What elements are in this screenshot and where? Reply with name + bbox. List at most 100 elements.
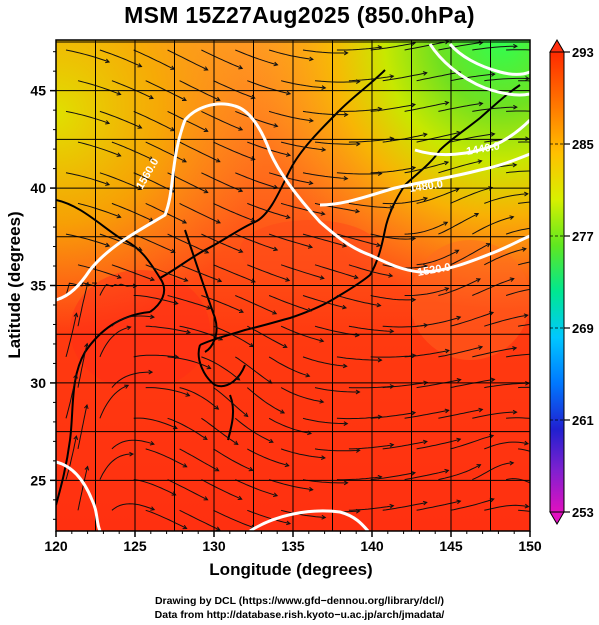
streamline xyxy=(484,77,530,82)
streamline-arrow xyxy=(485,243,491,248)
streamline xyxy=(348,325,394,332)
streamline xyxy=(235,110,278,127)
streamline xyxy=(179,509,221,531)
streamline xyxy=(111,503,155,511)
streamline-arrow xyxy=(214,467,220,472)
y-tick-label: 45 xyxy=(30,83,46,99)
streamline-arrow xyxy=(203,127,209,132)
streamline xyxy=(314,264,358,279)
streamline-arrow xyxy=(490,377,496,383)
streamline-arrow xyxy=(389,328,395,334)
streamline xyxy=(268,172,313,184)
streamline xyxy=(247,264,290,281)
streamline-arrow xyxy=(116,213,122,219)
streamline-arrow xyxy=(321,455,326,460)
streamline xyxy=(416,438,461,450)
contour-line xyxy=(249,509,370,531)
streamline xyxy=(438,408,483,419)
streamline xyxy=(65,49,110,63)
streamline xyxy=(506,49,530,51)
streamline xyxy=(213,509,255,529)
streamline xyxy=(438,346,483,358)
streamline-arrow xyxy=(444,160,450,166)
streamline xyxy=(247,202,290,219)
streamline-arrow xyxy=(250,156,256,161)
streamline xyxy=(235,49,278,66)
streamline-arrow xyxy=(523,191,529,197)
streamline xyxy=(213,264,256,283)
streamline-arrow xyxy=(525,136,530,142)
streamline-arrow xyxy=(273,123,279,128)
streamline-arrow xyxy=(509,460,515,466)
streamline xyxy=(416,188,460,204)
streamline-arrow xyxy=(321,85,327,90)
streamline xyxy=(370,42,416,51)
streamline xyxy=(450,73,495,82)
colorbar-tick-label: 293 xyxy=(572,45,594,60)
streamline xyxy=(336,108,382,112)
streamline xyxy=(213,387,249,417)
streamline xyxy=(179,202,221,224)
contour-line xyxy=(56,102,530,302)
streamline xyxy=(382,197,428,205)
streamline-arrow xyxy=(411,410,417,416)
streamline xyxy=(336,233,381,247)
streamline xyxy=(77,343,88,388)
streamline xyxy=(314,141,360,145)
streamline-arrow xyxy=(524,503,530,509)
streamline-arrow xyxy=(509,215,515,220)
streamline-arrow xyxy=(285,152,292,157)
streamline-arrow xyxy=(512,162,518,168)
streamline xyxy=(382,133,427,143)
streamline xyxy=(65,313,77,358)
streamline-arrow xyxy=(478,101,484,107)
streamline-arrow xyxy=(512,346,518,351)
colorbar-tick-label: 285 xyxy=(572,137,594,152)
streamline xyxy=(280,509,326,518)
contour-line xyxy=(414,118,530,157)
streamline-arrow xyxy=(319,338,325,343)
streamline xyxy=(65,436,77,480)
colorbar-tick-label: 261 xyxy=(572,413,594,428)
streamline xyxy=(348,264,393,277)
colorbar: 293 285 277 269 261 253 xyxy=(549,39,594,525)
streamline-arrow xyxy=(148,369,154,375)
streamline xyxy=(302,172,348,180)
streamline-arrow xyxy=(476,464,482,469)
streamline xyxy=(179,325,223,341)
streamline-arrow xyxy=(182,219,188,224)
contour-line xyxy=(448,43,530,76)
streamline-arrow xyxy=(355,448,361,453)
streamline xyxy=(506,110,530,112)
streamline xyxy=(370,472,416,481)
streamline-arrow xyxy=(521,247,527,252)
streamline xyxy=(145,509,187,529)
streamline xyxy=(506,353,530,358)
streamline xyxy=(450,187,493,204)
streamline xyxy=(370,167,416,174)
streamline xyxy=(201,479,242,500)
streamline-arrow xyxy=(444,468,450,474)
lat-lon-grid xyxy=(56,40,530,531)
streamline-arrow xyxy=(203,496,209,501)
streamline xyxy=(280,80,326,89)
streamline xyxy=(302,295,347,309)
streamline xyxy=(472,411,517,419)
streamline-arrow xyxy=(150,506,156,511)
streamline xyxy=(336,416,382,420)
streamline xyxy=(111,371,153,388)
contour-line xyxy=(319,152,530,207)
streamline-arrow xyxy=(129,451,135,457)
streamline xyxy=(348,202,394,209)
streamline xyxy=(111,315,154,327)
streamline xyxy=(336,172,382,175)
streamline-arrow xyxy=(389,74,395,79)
streamline-arrow xyxy=(238,248,244,253)
streamline xyxy=(336,476,382,481)
streamline-arrow xyxy=(73,373,78,379)
streamline xyxy=(77,466,89,511)
streamline xyxy=(99,384,129,419)
streamline-arrow xyxy=(116,152,122,157)
streamline xyxy=(65,172,110,186)
